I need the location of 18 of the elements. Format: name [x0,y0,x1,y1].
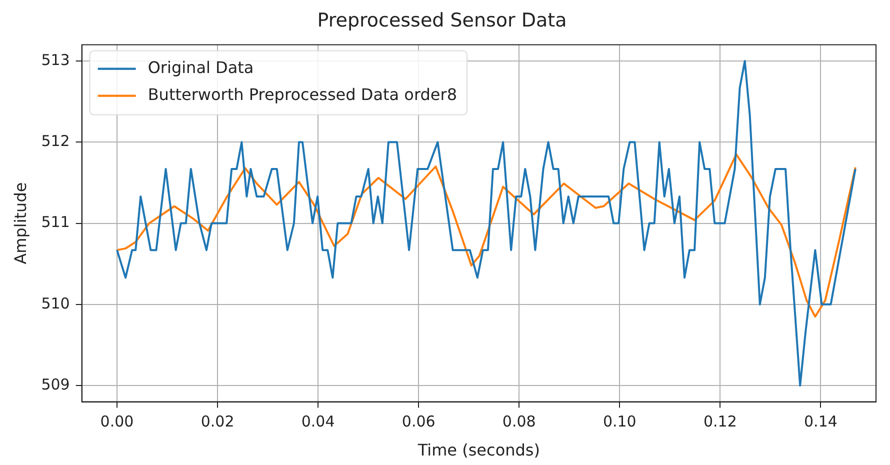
legend-label: Original Data [148,58,254,77]
y-tick-label: 511 [41,213,70,232]
x-tick-label: 0.12 [703,412,737,431]
x-tick-label: 0.00 [100,412,134,431]
x-tick-label: 0.06 [402,412,436,431]
legend-label: Butterworth Preprocessed Data order8 [148,84,458,104]
y-tick-label: 512 [41,132,70,150]
x-tick-label: 0.08 [502,412,536,431]
y-tick-label: 513 [41,50,70,69]
x-axis-title: Time (seconds) [416,440,540,460]
x-tick-label: 0.02 [200,412,234,431]
y-axis-title: Amplitude [10,182,30,264]
x-tick-label: 0.10 [602,412,636,431]
y-tick-label: 510 [41,294,70,312]
y-tick-label: 509 [41,375,70,394]
chart-title: Preprocessed Sensor Data [317,9,567,32]
x-tick-label: 0.14 [804,412,838,431]
x-tick-label: 0.04 [301,412,335,431]
